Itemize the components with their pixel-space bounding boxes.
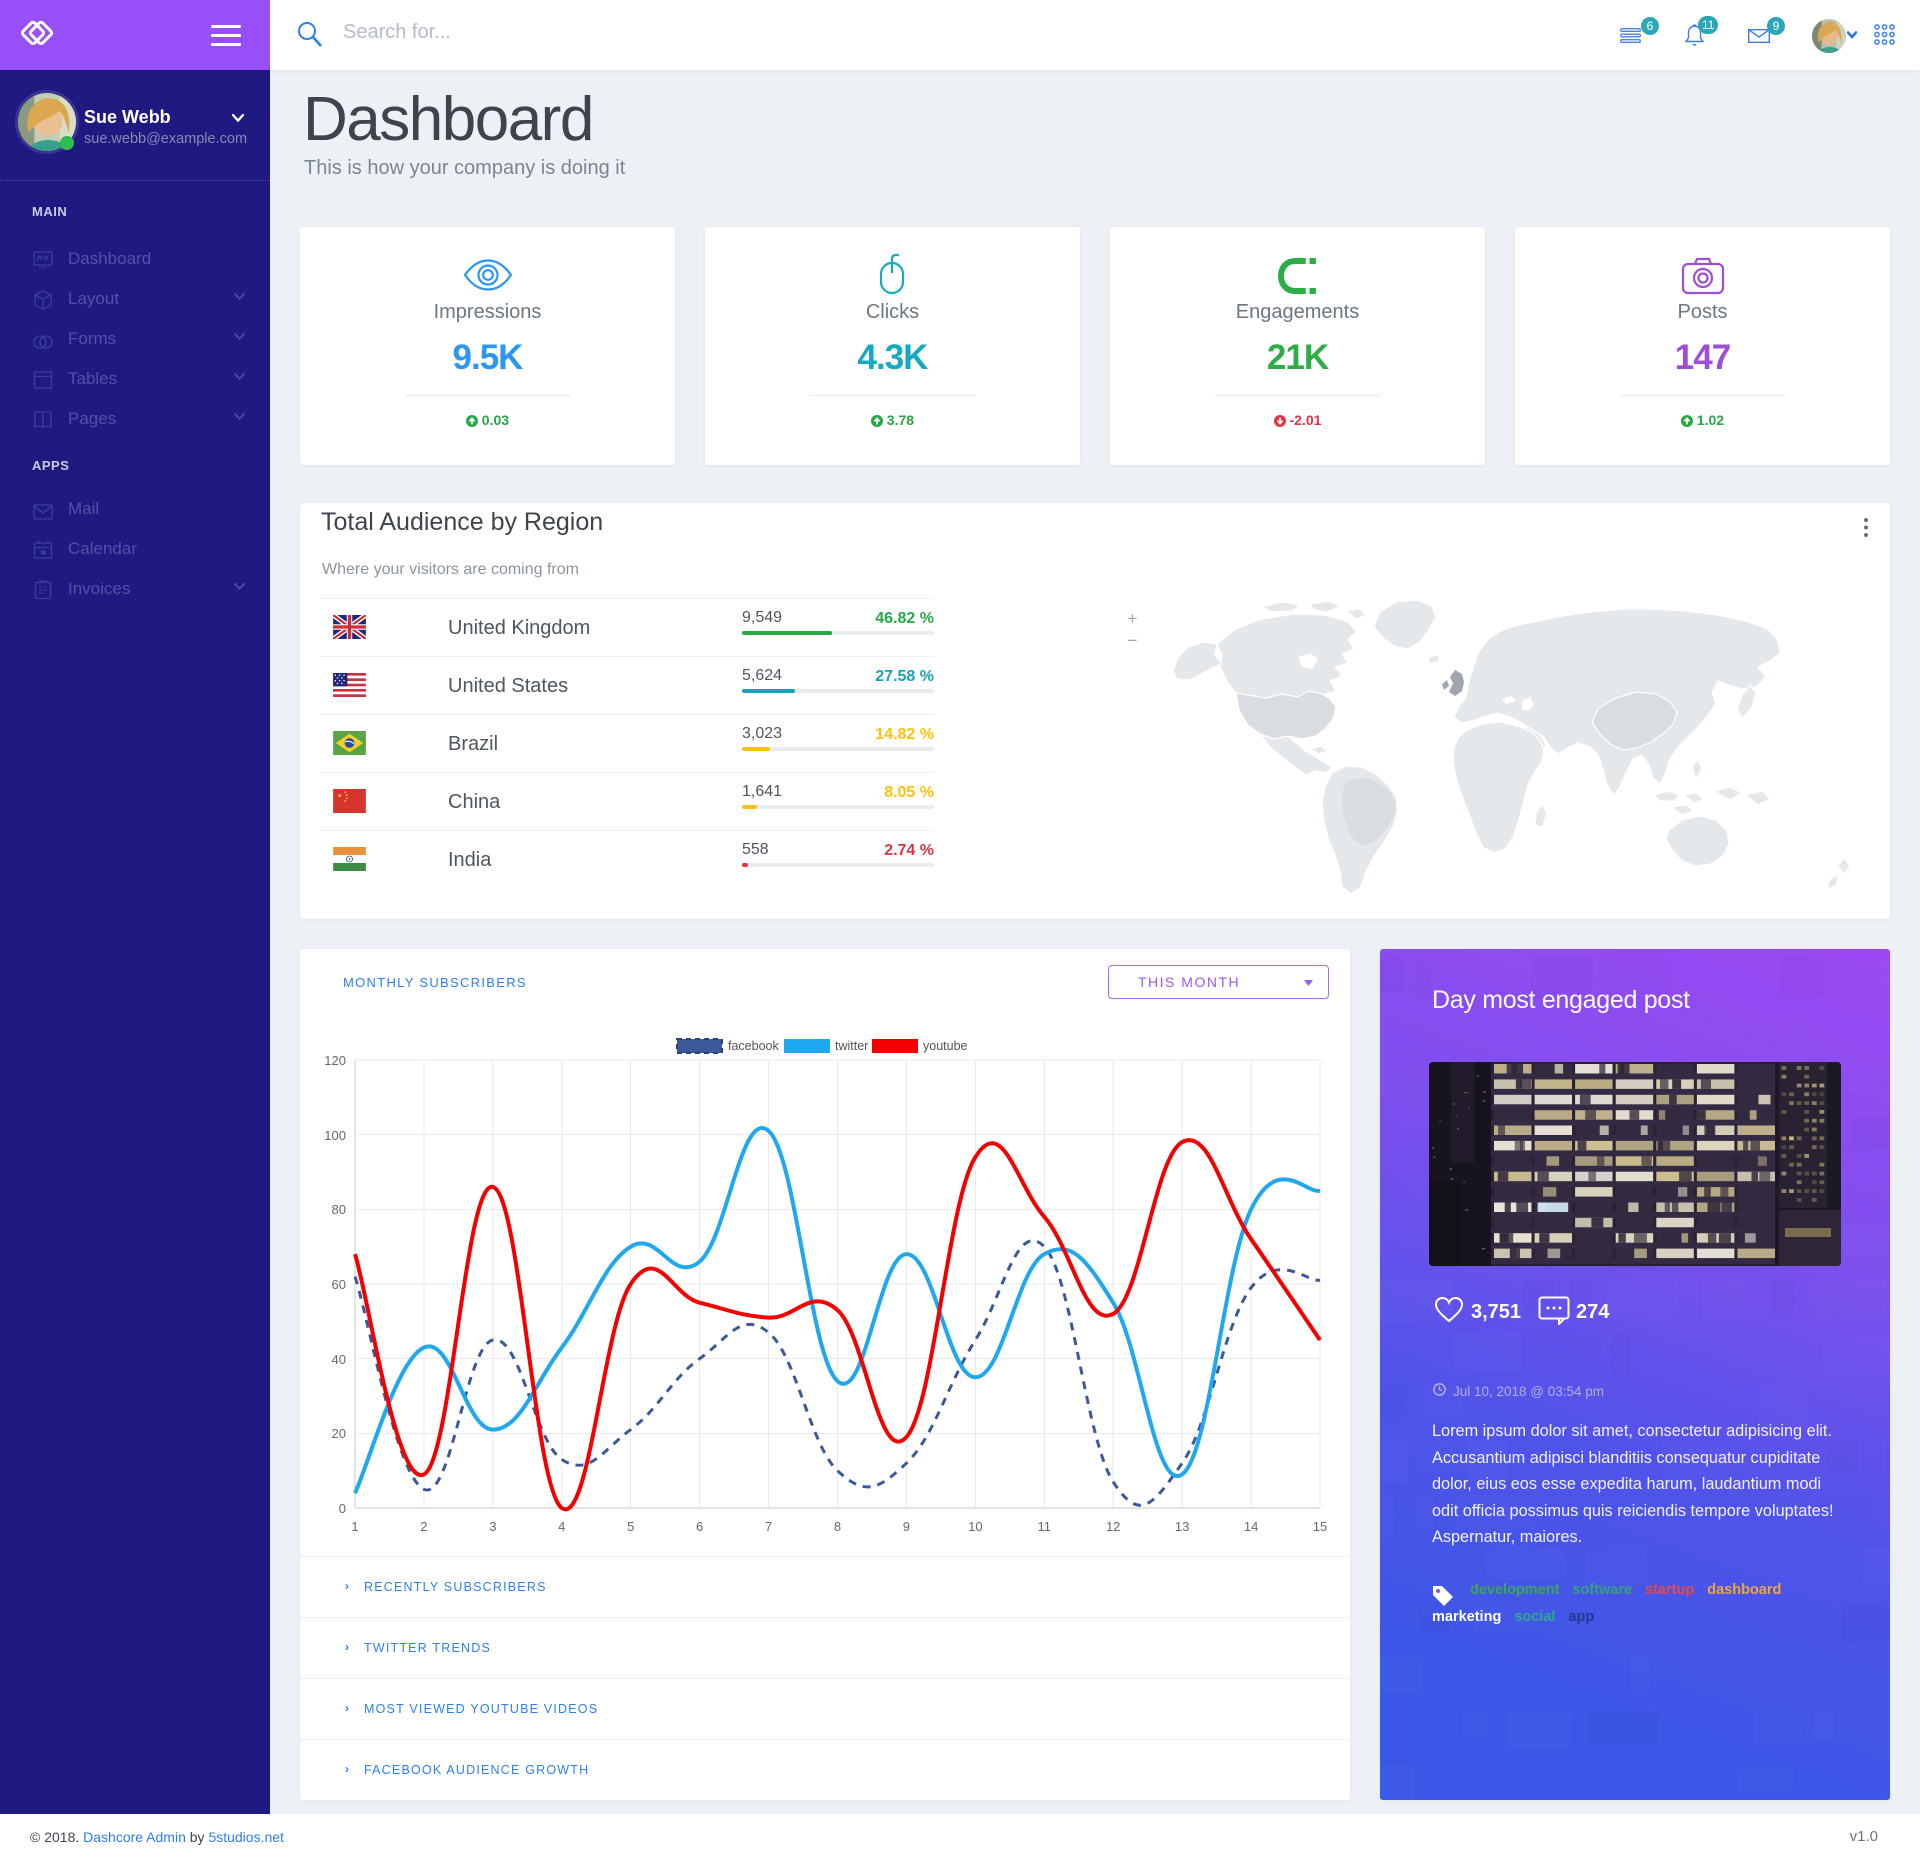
svg-text:twitter: twitter — [835, 1039, 868, 1053]
svg-text:13: 13 — [1175, 1519, 1189, 1534]
svg-text:2: 2 — [420, 1519, 427, 1534]
svg-text:3: 3 — [489, 1519, 496, 1534]
svg-text:0: 0 — [339, 1501, 346, 1516]
svg-text:20: 20 — [332, 1426, 346, 1441]
svg-text:7: 7 — [765, 1519, 772, 1534]
svg-text:8: 8 — [834, 1519, 841, 1534]
svg-text:120: 120 — [324, 1053, 346, 1068]
svg-text:1: 1 — [351, 1519, 358, 1534]
svg-text:14: 14 — [1244, 1519, 1258, 1534]
svg-text:11: 11 — [1038, 1519, 1052, 1534]
svg-text:youtube: youtube — [923, 1039, 968, 1053]
svg-text:100: 100 — [324, 1128, 346, 1143]
svg-text:12: 12 — [1106, 1519, 1120, 1534]
svg-text:10: 10 — [968, 1519, 982, 1534]
svg-text:5: 5 — [627, 1519, 634, 1534]
svg-text:9: 9 — [903, 1519, 910, 1534]
svg-text:15: 15 — [1313, 1519, 1327, 1534]
svg-text:60: 60 — [332, 1277, 346, 1292]
svg-text:40: 40 — [332, 1352, 346, 1367]
svg-text:80: 80 — [332, 1202, 346, 1217]
svg-text:facebook: facebook — [728, 1039, 779, 1053]
svg-text:6: 6 — [696, 1519, 703, 1534]
svg-text:4: 4 — [558, 1519, 565, 1534]
